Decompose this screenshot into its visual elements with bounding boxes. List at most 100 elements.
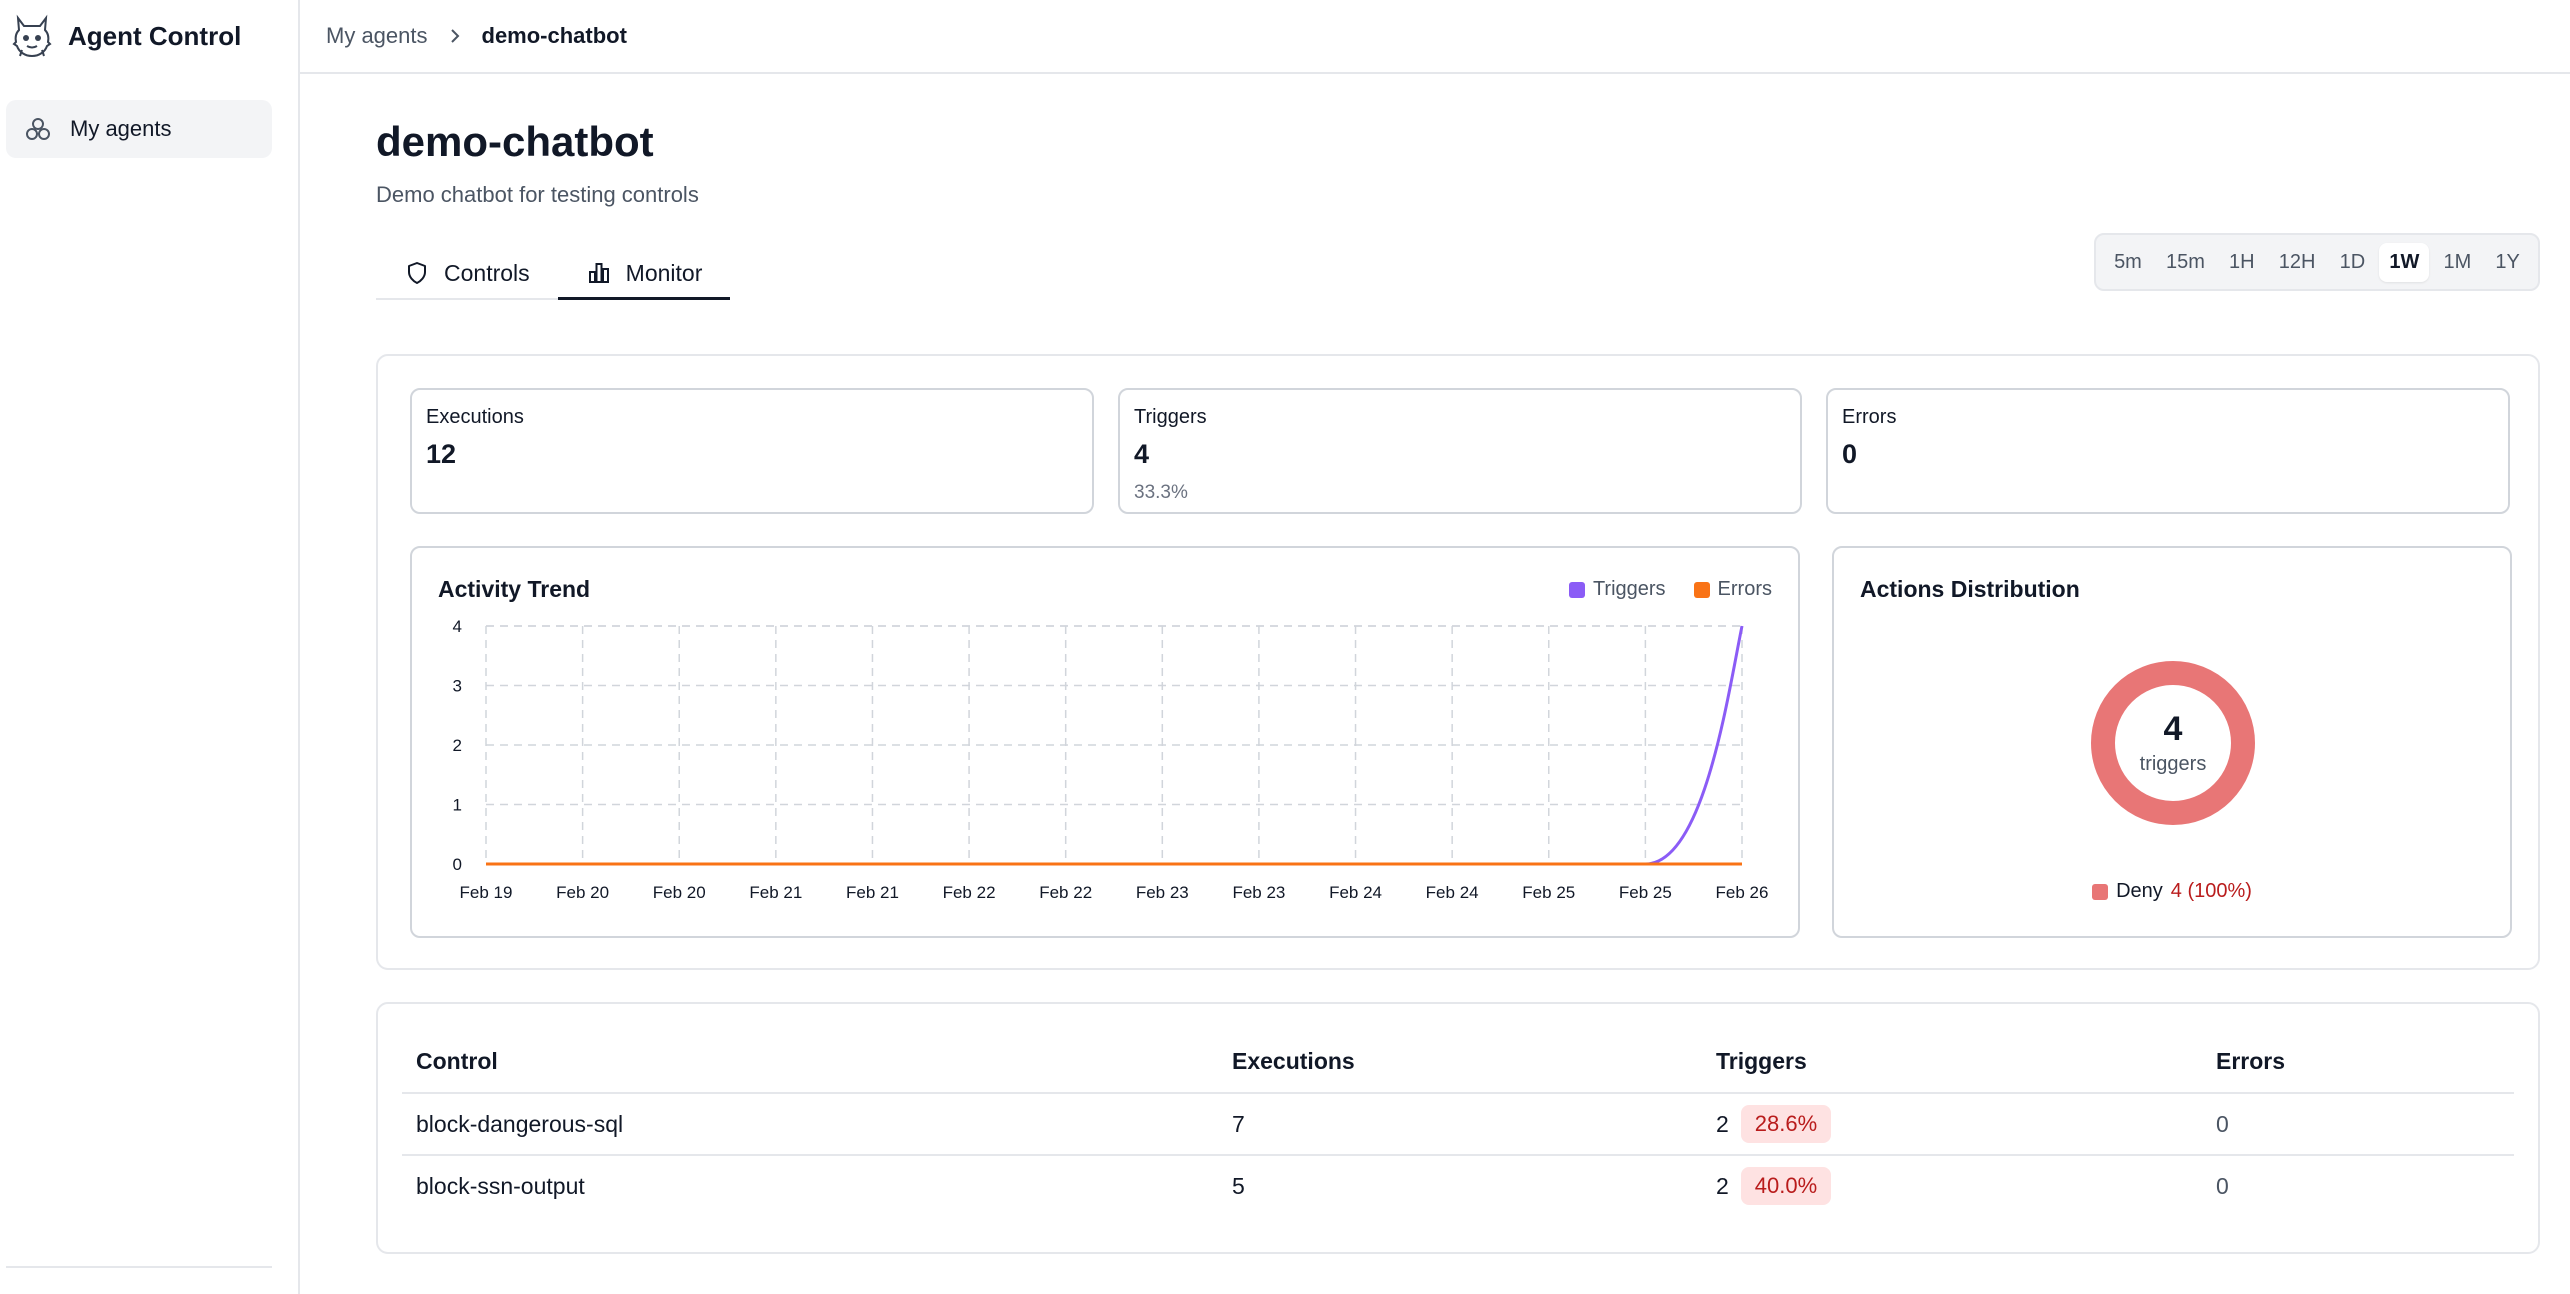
table-row[interactable]: block-dangerous-sql 7 2 28.6% 0 bbox=[402, 1092, 2514, 1154]
range-5m[interactable]: 5m bbox=[2114, 250, 2142, 273]
activity-trend-card: Activity Trend Triggers Errors 0 1 2 3 4 Feb … bbox=[410, 546, 1800, 938]
cell-control: block-dangerous-sql bbox=[416, 1110, 624, 1137]
activity-title: Activity Trend bbox=[438, 576, 591, 602]
distribution-legend: Deny 4 (100%) bbox=[1834, 880, 2510, 903]
y-tick-label: 3 bbox=[453, 677, 462, 696]
sidebar-item-label: My agents bbox=[70, 116, 172, 141]
x-tick-label: Feb 20 bbox=[556, 883, 609, 902]
stat-label: Executions bbox=[426, 406, 524, 428]
stat-value: 12 bbox=[426, 439, 457, 469]
trigger-count: 2 bbox=[1716, 1110, 1729, 1137]
donut-slice-deny[interactable] bbox=[2091, 661, 2255, 825]
donut-ring bbox=[2091, 661, 2255, 825]
x-tick-label: Feb 21 bbox=[749, 883, 802, 902]
legend-deny-value: 4 (100%) bbox=[2170, 880, 2252, 902]
x-tick-label: Feb 23 bbox=[1136, 883, 1189, 902]
range-12h[interactable]: 12H bbox=[2278, 250, 2316, 273]
tab-label: Controls bbox=[444, 259, 530, 286]
donut-chart: 4 triggers bbox=[2088, 658, 2258, 828]
brand[interactable]: Agent Control bbox=[0, 0, 298, 72]
cell-executions: 5 bbox=[1232, 1172, 1245, 1199]
table-header: Control Executions Triggers Errors bbox=[402, 1030, 2514, 1092]
col-executions[interactable]: Executions bbox=[1232, 1047, 1355, 1074]
range-15m[interactable]: 15m bbox=[2166, 250, 2205, 273]
legend-label: Errors bbox=[1717, 578, 1772, 600]
x-tick-label: Feb 24 bbox=[1329, 883, 1382, 902]
sidebar-item-my-agents[interactable]: My agents bbox=[6, 100, 272, 158]
donut-total-label: triggers bbox=[2139, 753, 2207, 775]
col-control[interactable]: Control bbox=[416, 1047, 498, 1074]
x-tick-label: Feb 22 bbox=[1039, 883, 1092, 902]
breadcrumb-current: demo-chatbot bbox=[481, 23, 627, 48]
x-tick-label: Feb 26 bbox=[1716, 883, 1769, 902]
legend-label: Triggers bbox=[1592, 578, 1666, 600]
cell-control: block-ssn-output bbox=[416, 1172, 585, 1199]
cell-errors: 0 bbox=[2216, 1172, 2229, 1199]
tab-monitor[interactable]: Monitor bbox=[557, 248, 731, 300]
range-1m[interactable]: 1M bbox=[2443, 250, 2472, 273]
y-tick-label: 1 bbox=[453, 796, 462, 815]
breadcrumb: My agents demo-chatbot bbox=[300, 0, 2570, 74]
distribution-title: Actions Distribution bbox=[1860, 576, 2080, 602]
divider bbox=[6, 1266, 272, 1268]
x-tick-label: Feb 23 bbox=[1232, 883, 1285, 902]
x-tick-label: Feb 25 bbox=[1522, 883, 1575, 902]
cell-triggers: 2 40.0% bbox=[1716, 1167, 1832, 1205]
stat-executions: Executions 12 bbox=[410, 388, 1094, 514]
legend-errors[interactable]: Errors bbox=[1693, 578, 1772, 601]
range-1y[interactable]: 1Y bbox=[2495, 250, 2520, 273]
stat-triggers: Triggers 4 33.3% bbox=[1118, 388, 1802, 514]
breadcrumb-parent[interactable]: My agents bbox=[326, 23, 428, 48]
x-tick-label: Feb 19 bbox=[460, 883, 513, 902]
cell-triggers: 2 28.6% bbox=[1716, 1105, 1832, 1143]
chevron-right-icon bbox=[450, 29, 459, 43]
shield-icon bbox=[408, 262, 426, 284]
legend-deny-name: Deny bbox=[2116, 880, 2163, 902]
x-tick-label: Feb 22 bbox=[943, 883, 996, 902]
legend-swatch bbox=[2092, 883, 2109, 900]
actions-distribution-card: Actions Distribution 4 triggers Deny 4 (… bbox=[1832, 546, 2512, 938]
legend-triggers[interactable]: Triggers bbox=[1568, 578, 1666, 601]
col-errors[interactable]: Errors bbox=[2216, 1047, 2286, 1074]
stat-value: 0 bbox=[1842, 439, 1858, 469]
robot-logo-icon bbox=[12, 14, 52, 58]
table-row[interactable]: block-ssn-output 5 2 40.0% 0 bbox=[402, 1154, 2514, 1216]
cell-executions: 7 bbox=[1232, 1110, 1245, 1137]
chart-legend: Triggers Errors bbox=[1568, 578, 1772, 601]
y-tick-label: 2 bbox=[453, 736, 462, 755]
col-triggers[interactable]: Triggers bbox=[1716, 1047, 1807, 1074]
page-title: demo-chatbot bbox=[376, 118, 654, 165]
donut-center: 4 triggers bbox=[2088, 658, 2258, 828]
range-1d[interactable]: 1D bbox=[2339, 250, 2366, 273]
stat-label: Triggers bbox=[1134, 406, 1207, 428]
x-tick-label: Feb 20 bbox=[653, 883, 706, 902]
legend-swatch bbox=[1568, 581, 1585, 598]
trigger-rate-badge: 40.0% bbox=[1740, 1167, 1832, 1205]
range-1h[interactable]: 1H bbox=[2229, 250, 2255, 273]
cell-errors: 0 bbox=[2216, 1110, 2229, 1137]
trigger-count: 2 bbox=[1716, 1172, 1729, 1199]
sidebar: Agent Control My agents bbox=[0, 0, 300, 1294]
x-tick-label: Feb 24 bbox=[1426, 883, 1479, 902]
stat-sub: 33.3% bbox=[1134, 482, 1188, 503]
agents-icon bbox=[26, 118, 50, 140]
tab-label: Monitor bbox=[625, 259, 703, 286]
x-tick-label: Feb 21 bbox=[846, 883, 899, 902]
stat-label: Errors bbox=[1842, 406, 1897, 428]
trigger-rate-badge: 28.6% bbox=[1740, 1105, 1832, 1143]
x-tick-label: Feb 25 bbox=[1619, 883, 1672, 902]
controls-table: Control Executions Triggers Errors block… bbox=[376, 1002, 2540, 1254]
stat-errors: Errors 0 bbox=[1826, 388, 2510, 514]
monitor-panel: Executions 12 Triggers 4 33.3% Errors 0 … bbox=[376, 354, 2540, 970]
app-title: Agent Control bbox=[68, 20, 242, 51]
page-subtitle: Demo chatbot for testing controls bbox=[376, 182, 699, 207]
time-range-selector: 5m 15m 1H 12H 1D 1W 1M 1Y bbox=[2094, 233, 2540, 291]
activity-trend-chart: 0 1 2 3 4 Feb 19 Feb 20 Feb 20 Feb 21 Feb 21 Feb 2… bbox=[453, 617, 1769, 902]
stat-value: 4 bbox=[1134, 439, 1150, 469]
y-tick-label: 0 bbox=[453, 855, 462, 874]
tab-controls[interactable]: Controls bbox=[376, 248, 558, 298]
y-tick-label: 4 bbox=[453, 617, 462, 636]
donut-total: 4 bbox=[2163, 710, 2183, 748]
range-1w[interactable]: 1W bbox=[2379, 242, 2430, 282]
legend-swatch bbox=[1693, 581, 1710, 598]
